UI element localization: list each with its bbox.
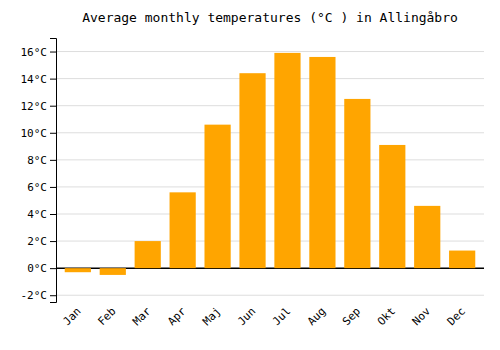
x-tick: Okt	[375, 305, 398, 328]
y-tick-label: 12°C	[21, 100, 48, 113]
y-tick-label: 14°C	[21, 73, 48, 86]
y-tick-label: 2°C	[27, 235, 47, 248]
y-tick-mark	[50, 160, 56, 161]
grid-line	[56, 105, 484, 106]
x-tick: Feb	[95, 305, 118, 328]
y-tick: 12°C	[21, 100, 57, 113]
x-tick: Aug	[305, 305, 328, 328]
x-tick-label: Apr	[165, 305, 189, 329]
grid-line	[56, 51, 484, 52]
y-axis: -2°C 0°C 2°C 4°C 6°C 8°C 10°C 12°C 14°C 16°C	[21, 39, 57, 303]
y-tick-mark	[50, 214, 56, 215]
y-tick-label: 0°C	[27, 262, 47, 275]
y-tick: 16°C	[21, 46, 57, 59]
grid-line	[56, 159, 484, 160]
grid-line	[56, 295, 484, 296]
chart: -2°C 0°C 2°C 4°C 6°C 8°C 10°C 12°C 14°C 16°C Jan Fe…	[0, 0, 500, 350]
y-tick-label: 10°C	[21, 127, 48, 140]
x-tick-label: Mar	[130, 305, 154, 329]
y-tick-mark	[50, 52, 56, 53]
x-tick-label: Okt	[375, 305, 398, 328]
x-tick: Dec	[445, 305, 468, 328]
x-axis: Jan Feb Mar Apr Maj Jun Jul Aug Sep Okt Nov Dec	[60, 305, 468, 329]
bar	[309, 57, 335, 268]
x-tick: Apr	[165, 305, 189, 329]
x-tick-label: Aug	[305, 305, 328, 328]
x-tick: Maj	[200, 305, 223, 328]
grid-line	[56, 78, 484, 79]
x-tick-label: Feb	[95, 305, 118, 328]
bar	[379, 145, 405, 268]
x-tick-label: Maj	[200, 305, 223, 328]
y-tick-label: 4°C	[27, 208, 47, 221]
title: Average monthly temperatures (°C ) in Al…	[82, 10, 458, 25]
y-tick: 10°C	[21, 127, 57, 140]
y-tick: 8°C	[27, 154, 56, 167]
x-tick-label: Jun	[235, 305, 258, 328]
x-tick-label: Jul	[270, 305, 293, 328]
y-tick: 14°C	[21, 73, 57, 86]
x-tick-label: Nov	[410, 305, 434, 329]
bar	[135, 241, 161, 268]
y-tick-mark	[50, 241, 56, 242]
y-tick-mark	[50, 79, 56, 80]
y-tick-mark	[50, 106, 56, 107]
bar	[414, 206, 440, 268]
plot: -2°C 0°C 2°C 4°C 6°C 8°C 10°C 12°C 14°C 16°C Jan Fe…	[21, 39, 485, 329]
bar	[170, 192, 196, 268]
y-tick-label: 16°C	[21, 46, 48, 59]
y-axis-line	[50, 39, 57, 303]
grid-line	[56, 186, 484, 187]
y-tick-label: 6°C	[27, 181, 47, 194]
y-tick: 0°C	[27, 262, 56, 275]
y-tick-label: 8°C	[27, 154, 47, 167]
x-tick: Jun	[235, 305, 258, 328]
y-tick: -2°C	[21, 289, 57, 302]
y-tick: 4°C	[27, 208, 56, 221]
y-tick-label: -2°C	[21, 289, 48, 302]
bar	[65, 268, 91, 272]
y-tick-mark	[50, 295, 56, 296]
x-tick: Sep	[340, 305, 363, 328]
x-tick: Jan	[60, 305, 83, 328]
bars	[65, 53, 476, 275]
bar	[274, 53, 300, 268]
x-tick: Mar	[130, 305, 154, 329]
y-tick: 2°C	[27, 235, 56, 248]
bar	[204, 125, 230, 269]
x-tick: Nov	[410, 305, 434, 329]
bar	[239, 73, 265, 268]
y-tick-mark	[50, 187, 56, 188]
x-tick-label: Jan	[60, 305, 83, 328]
grid-line	[56, 132, 484, 133]
x-tick-label: Dec	[445, 305, 468, 328]
bar	[100, 268, 126, 275]
bar	[344, 99, 370, 268]
grid	[56, 52, 484, 296]
y-tick-mark	[50, 133, 56, 134]
y-tick-mark	[50, 268, 56, 269]
bar	[449, 251, 475, 269]
x-tick-label: Sep	[340, 305, 363, 328]
y-tick: 6°C	[27, 181, 56, 194]
x-tick: Jul	[270, 305, 293, 328]
